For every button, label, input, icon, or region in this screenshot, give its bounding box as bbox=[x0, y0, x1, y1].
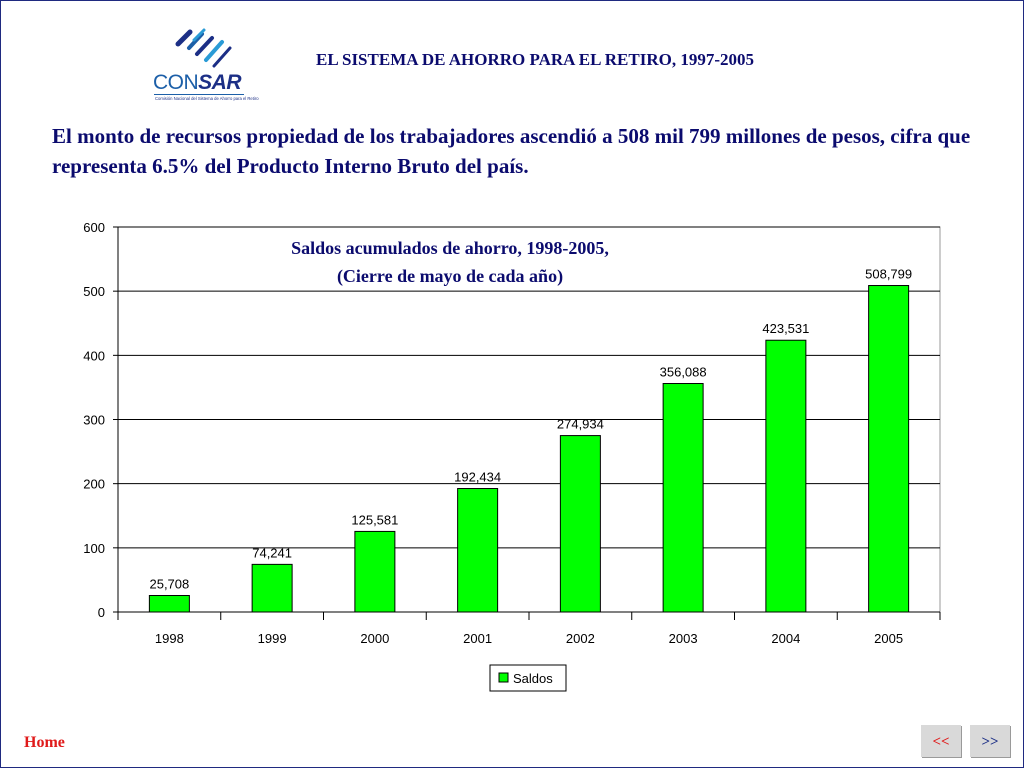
consar-logo: CONSAR Comisión Nacional del Sistema de … bbox=[150, 26, 259, 106]
bar bbox=[662, 383, 704, 613]
bar bbox=[354, 530, 396, 613]
y-tick-label: 200 bbox=[83, 477, 105, 492]
y-tick-label: 0 bbox=[98, 605, 105, 620]
intro-text: El monto de recursos propiedad de los tr… bbox=[52, 124, 971, 178]
bar bbox=[765, 339, 807, 613]
consar-wordmark: CONSAR bbox=[153, 71, 242, 94]
y-tick-label: 300 bbox=[83, 413, 105, 428]
page-title: EL SISTEMA DE AHORRO PARA EL RETIRO, 199… bbox=[316, 50, 754, 69]
x-tick-label: 2003 bbox=[669, 631, 698, 646]
data-label: 423,531 bbox=[762, 321, 809, 336]
bar bbox=[457, 488, 499, 613]
legend-label: Saldos bbox=[513, 671, 553, 686]
data-label: 192,434 bbox=[454, 470, 501, 485]
data-label: 74,241 bbox=[252, 545, 292, 560]
logo-rule bbox=[154, 94, 244, 95]
chart-title-line-1: Saldos acumulados de ahorro, 1998-2005, bbox=[291, 238, 609, 258]
x-tick-label: 2001 bbox=[463, 631, 492, 646]
bar bbox=[251, 563, 293, 613]
y-tick-label: 600 bbox=[83, 220, 105, 235]
data-label: 25,708 bbox=[149, 577, 189, 592]
home-link[interactable]: Home bbox=[24, 734, 65, 751]
legend-swatch bbox=[498, 672, 509, 683]
data-label: 125,581 bbox=[351, 512, 398, 527]
consar-emblem-icon bbox=[175, 28, 232, 68]
chart-title-line-2: (Cierre de mayo de cada año) bbox=[336, 266, 564, 286]
data-label: 274,934 bbox=[557, 417, 604, 432]
y-tick-label: 100 bbox=[83, 541, 105, 556]
x-tick-label: 2000 bbox=[360, 631, 389, 646]
previous-button[interactable]: << bbox=[921, 725, 961, 757]
data-label: 356,088 bbox=[660, 365, 707, 380]
bar bbox=[559, 435, 601, 613]
bar bbox=[868, 285, 910, 613]
x-tick-label: 1999 bbox=[258, 631, 287, 646]
y-tick-label: 500 bbox=[83, 284, 105, 299]
next-button[interactable]: >> bbox=[970, 725, 1010, 757]
x-tick-label: 2005 bbox=[874, 631, 903, 646]
chart-title: Saldos acumulados de ahorro, 1998-2005, … bbox=[230, 234, 670, 290]
y-tick-label: 400 bbox=[83, 348, 105, 363]
x-tick-label: 2002 bbox=[566, 631, 595, 646]
logo-subtitle: Comisión Nacional del Sistema de Ahorro … bbox=[155, 96, 259, 101]
x-tick-label: 1998 bbox=[155, 631, 184, 646]
data-label: 508,799 bbox=[865, 267, 912, 282]
x-tick-label: 2004 bbox=[771, 631, 800, 646]
bar bbox=[148, 595, 190, 613]
